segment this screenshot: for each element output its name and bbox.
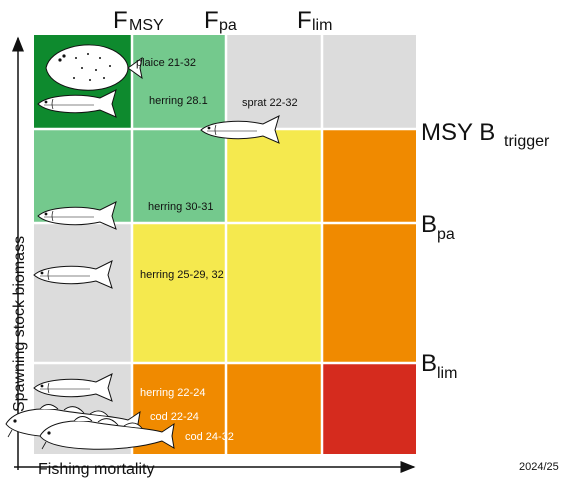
svg-text:lim: lim	[437, 365, 457, 382]
stock-label: cod 24-32	[185, 431, 234, 443]
msy-btrigger-label: MSY B trigger	[421, 119, 550, 150]
svg-text:MSY B: MSY B	[421, 119, 495, 146]
stock-label: cod 22-24	[150, 411, 199, 423]
svg-text:lim: lim	[312, 17, 332, 34]
stock-label: herring 28.1	[149, 95, 208, 107]
cell-r1-c4	[322, 35, 416, 129]
svg-text:pa: pa	[219, 17, 237, 34]
bpa-label: B pa	[421, 211, 455, 243]
cell-r3-c1	[34, 223, 132, 363]
flim-label: F lim	[297, 7, 332, 34]
cell-r1-c3	[226, 35, 322, 129]
stock-label: sprat 22-32	[242, 97, 298, 109]
cell-r2-c2	[132, 129, 226, 223]
svg-text:B: B	[421, 211, 437, 238]
svg-text:F: F	[113, 7, 128, 34]
stock-label: herring 25-29, 32	[140, 269, 224, 281]
fpa-label: F pa	[204, 7, 237, 34]
svg-text:F: F	[204, 7, 219, 34]
svg-text:MSY: MSY	[129, 17, 164, 34]
stock-label: herring 22-24	[140, 387, 205, 399]
svg-text:F: F	[297, 7, 312, 34]
y-axis-label: Spawning stock biomass	[11, 236, 28, 412]
stock-label: plaice 21-32	[136, 57, 196, 69]
cell-r2-c3	[226, 129, 322, 223]
svg-text:pa: pa	[437, 226, 455, 243]
cell-r4-c3	[226, 363, 322, 454]
x-axis-label: Fishing mortality	[38, 461, 154, 478]
svg-text:trigger: trigger	[504, 133, 550, 150]
stock-label: herring 30-31	[148, 201, 213, 213]
flatfish-icon	[45, 44, 143, 91]
cell-r3-c2	[132, 223, 226, 363]
fmsy-label: F MSY	[113, 7, 164, 34]
cell-r3-c4	[322, 223, 416, 363]
cell-r4-c4	[322, 363, 416, 454]
cell-r3-c3	[226, 223, 322, 363]
blim-label: B lim	[421, 350, 457, 382]
year-label: 2024/25	[519, 461, 559, 473]
cell-r1-c2	[132, 35, 226, 129]
cell-r2-c4	[322, 129, 416, 223]
svg-text:B: B	[421, 350, 437, 377]
